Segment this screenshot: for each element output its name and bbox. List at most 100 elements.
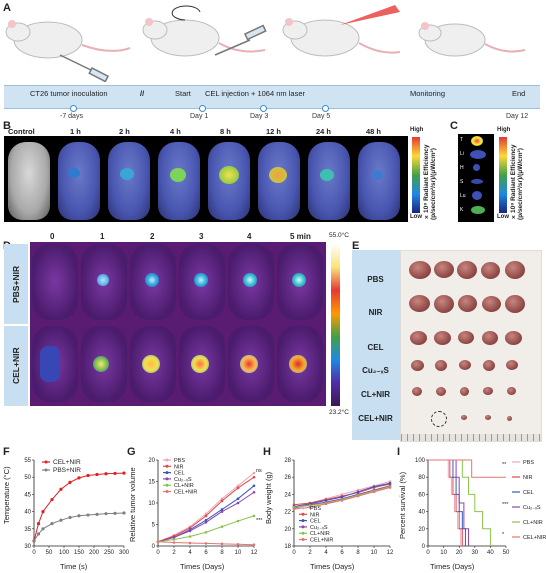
mouse-image-8h [208,142,250,220]
scale-label-c: ×10⁸ Radiant Efficiency (p/sec/cm²/sr)/(… [510,144,524,220]
data-point [95,472,99,477]
y-tick-label: 5 [152,523,156,529]
y-tick-label: 35 [24,527,31,533]
thermal-tmax: 55.0°C [329,232,349,239]
y-tick-label: 40 [418,510,425,516]
chart-f-xlabel: Time (s) [60,562,88,571]
chart-f-temperature: 0 50 100 150 200 250 300 30 35 40 45 50 55 CEL+NIRPBS… [24,458,129,556]
data-point [59,518,63,522]
data-point [252,543,256,547]
data-point [340,499,344,502]
y-tick-label: 15 [148,480,155,486]
x-tick-label: 4 [188,550,192,556]
mouse-image-2h [108,142,150,220]
x-tick-label: 0 [292,550,296,556]
thermal-image [32,326,78,402]
legend-marker [165,458,169,462]
syringe-icon [59,54,110,82]
data-point [220,542,224,546]
data-point [204,530,208,534]
y-tick-label: 60 [418,492,425,498]
timeline-dot-day5 [322,105,329,112]
x-tick-label: 0 [426,550,430,556]
legend-label: CEL [174,471,185,477]
y-tick-label: 10 [148,501,155,507]
y-tick-label: 100 [415,458,426,464]
legend-label: NIR [310,512,320,518]
tumor-group-label: PBS [367,275,384,284]
mouse-image-control [8,142,50,220]
timeline-day1: Day 1 [190,113,209,120]
tumor-group-label: CEL [367,343,384,352]
x-tick-label: 8 [220,550,224,556]
thermal-image [228,244,274,320]
x-tick-label: 30 [471,550,478,556]
thermal-timepoint: 5 min [290,232,311,241]
thermal-row-label-pbs: PBS+NIR [4,244,28,324]
timeline-monitoring: Monitoring [410,89,446,98]
timepoint-label: 48 h [366,127,382,136]
legend-label: CL+NIR [523,520,543,526]
data-point [356,490,360,494]
data-point [188,529,192,533]
thermal-row-label-cel: CEL+NIR [4,326,28,406]
significance-annotation: *** [502,502,509,508]
chart-h-body-weight: 0 2 4 6 8 10 12182022242628PBSNIRCELCu₂₋ₓSCL+N… [284,458,394,556]
data-point [292,507,296,511]
radiance-colorbar-b [412,137,420,213]
organ-label: T [460,137,464,143]
scale-high-c: High [497,127,511,133]
legend-label: CEL+NIR [53,459,81,466]
panel-label-g: G [127,446,136,458]
x-tick-label: 150 [74,550,85,556]
legend-marker [301,512,305,516]
x-tick-label: 2 [308,550,312,556]
data-point [188,535,192,538]
thermal-image [32,244,78,320]
data-point [122,511,126,515]
thermal-image [179,244,225,320]
panel-label-h: H [263,446,271,458]
x-tick-label: 8 [356,550,360,556]
tumor-group-label: Cu₂₋ₓS [362,366,389,375]
data-point [252,475,256,479]
data-point [236,497,240,500]
data-point [104,512,108,516]
series-line [428,459,506,478]
thermal-image [130,244,176,320]
legend-label: NIR [523,475,533,481]
timeline-day12: Day 12 [506,113,529,120]
data-point [220,499,224,503]
timeline-dot-minus7 [70,105,77,112]
timeline-injection: CEL injection + 1064 nm laser [205,89,305,98]
scale-high-b: High [410,127,424,133]
organ-tumor [471,136,483,146]
y-tick-label: 0 [422,544,426,550]
thermal-image [277,326,323,402]
mouse-image-4h [158,142,200,220]
x-tick-label: 6 [340,550,344,556]
data-point [204,521,208,524]
panel-label-i: I [397,446,401,458]
data-point [252,514,256,518]
data-point [172,538,176,541]
legend-label: Cu₂₋ₓS [310,525,328,531]
data-point [252,471,256,475]
x-tick-label: 50 [46,550,53,556]
organ-label: Li [460,151,464,157]
data-point [86,473,90,478]
legend-marker [301,525,305,529]
data-point [372,485,376,488]
series-line [33,472,125,541]
legend-label: PBS [523,460,534,466]
mouse-image-24h [308,142,350,220]
data-point [86,513,90,517]
data-point [204,514,208,518]
y-tick-label: 20 [418,527,425,533]
radiance-colorbar-c [499,137,507,213]
data-point [50,497,54,502]
timeline-dot-day1 [199,105,206,112]
data-point [388,486,392,489]
timeline-inoculation: CT26 tumor inoculation [30,89,108,98]
x-tick-label: 50 [503,550,510,556]
